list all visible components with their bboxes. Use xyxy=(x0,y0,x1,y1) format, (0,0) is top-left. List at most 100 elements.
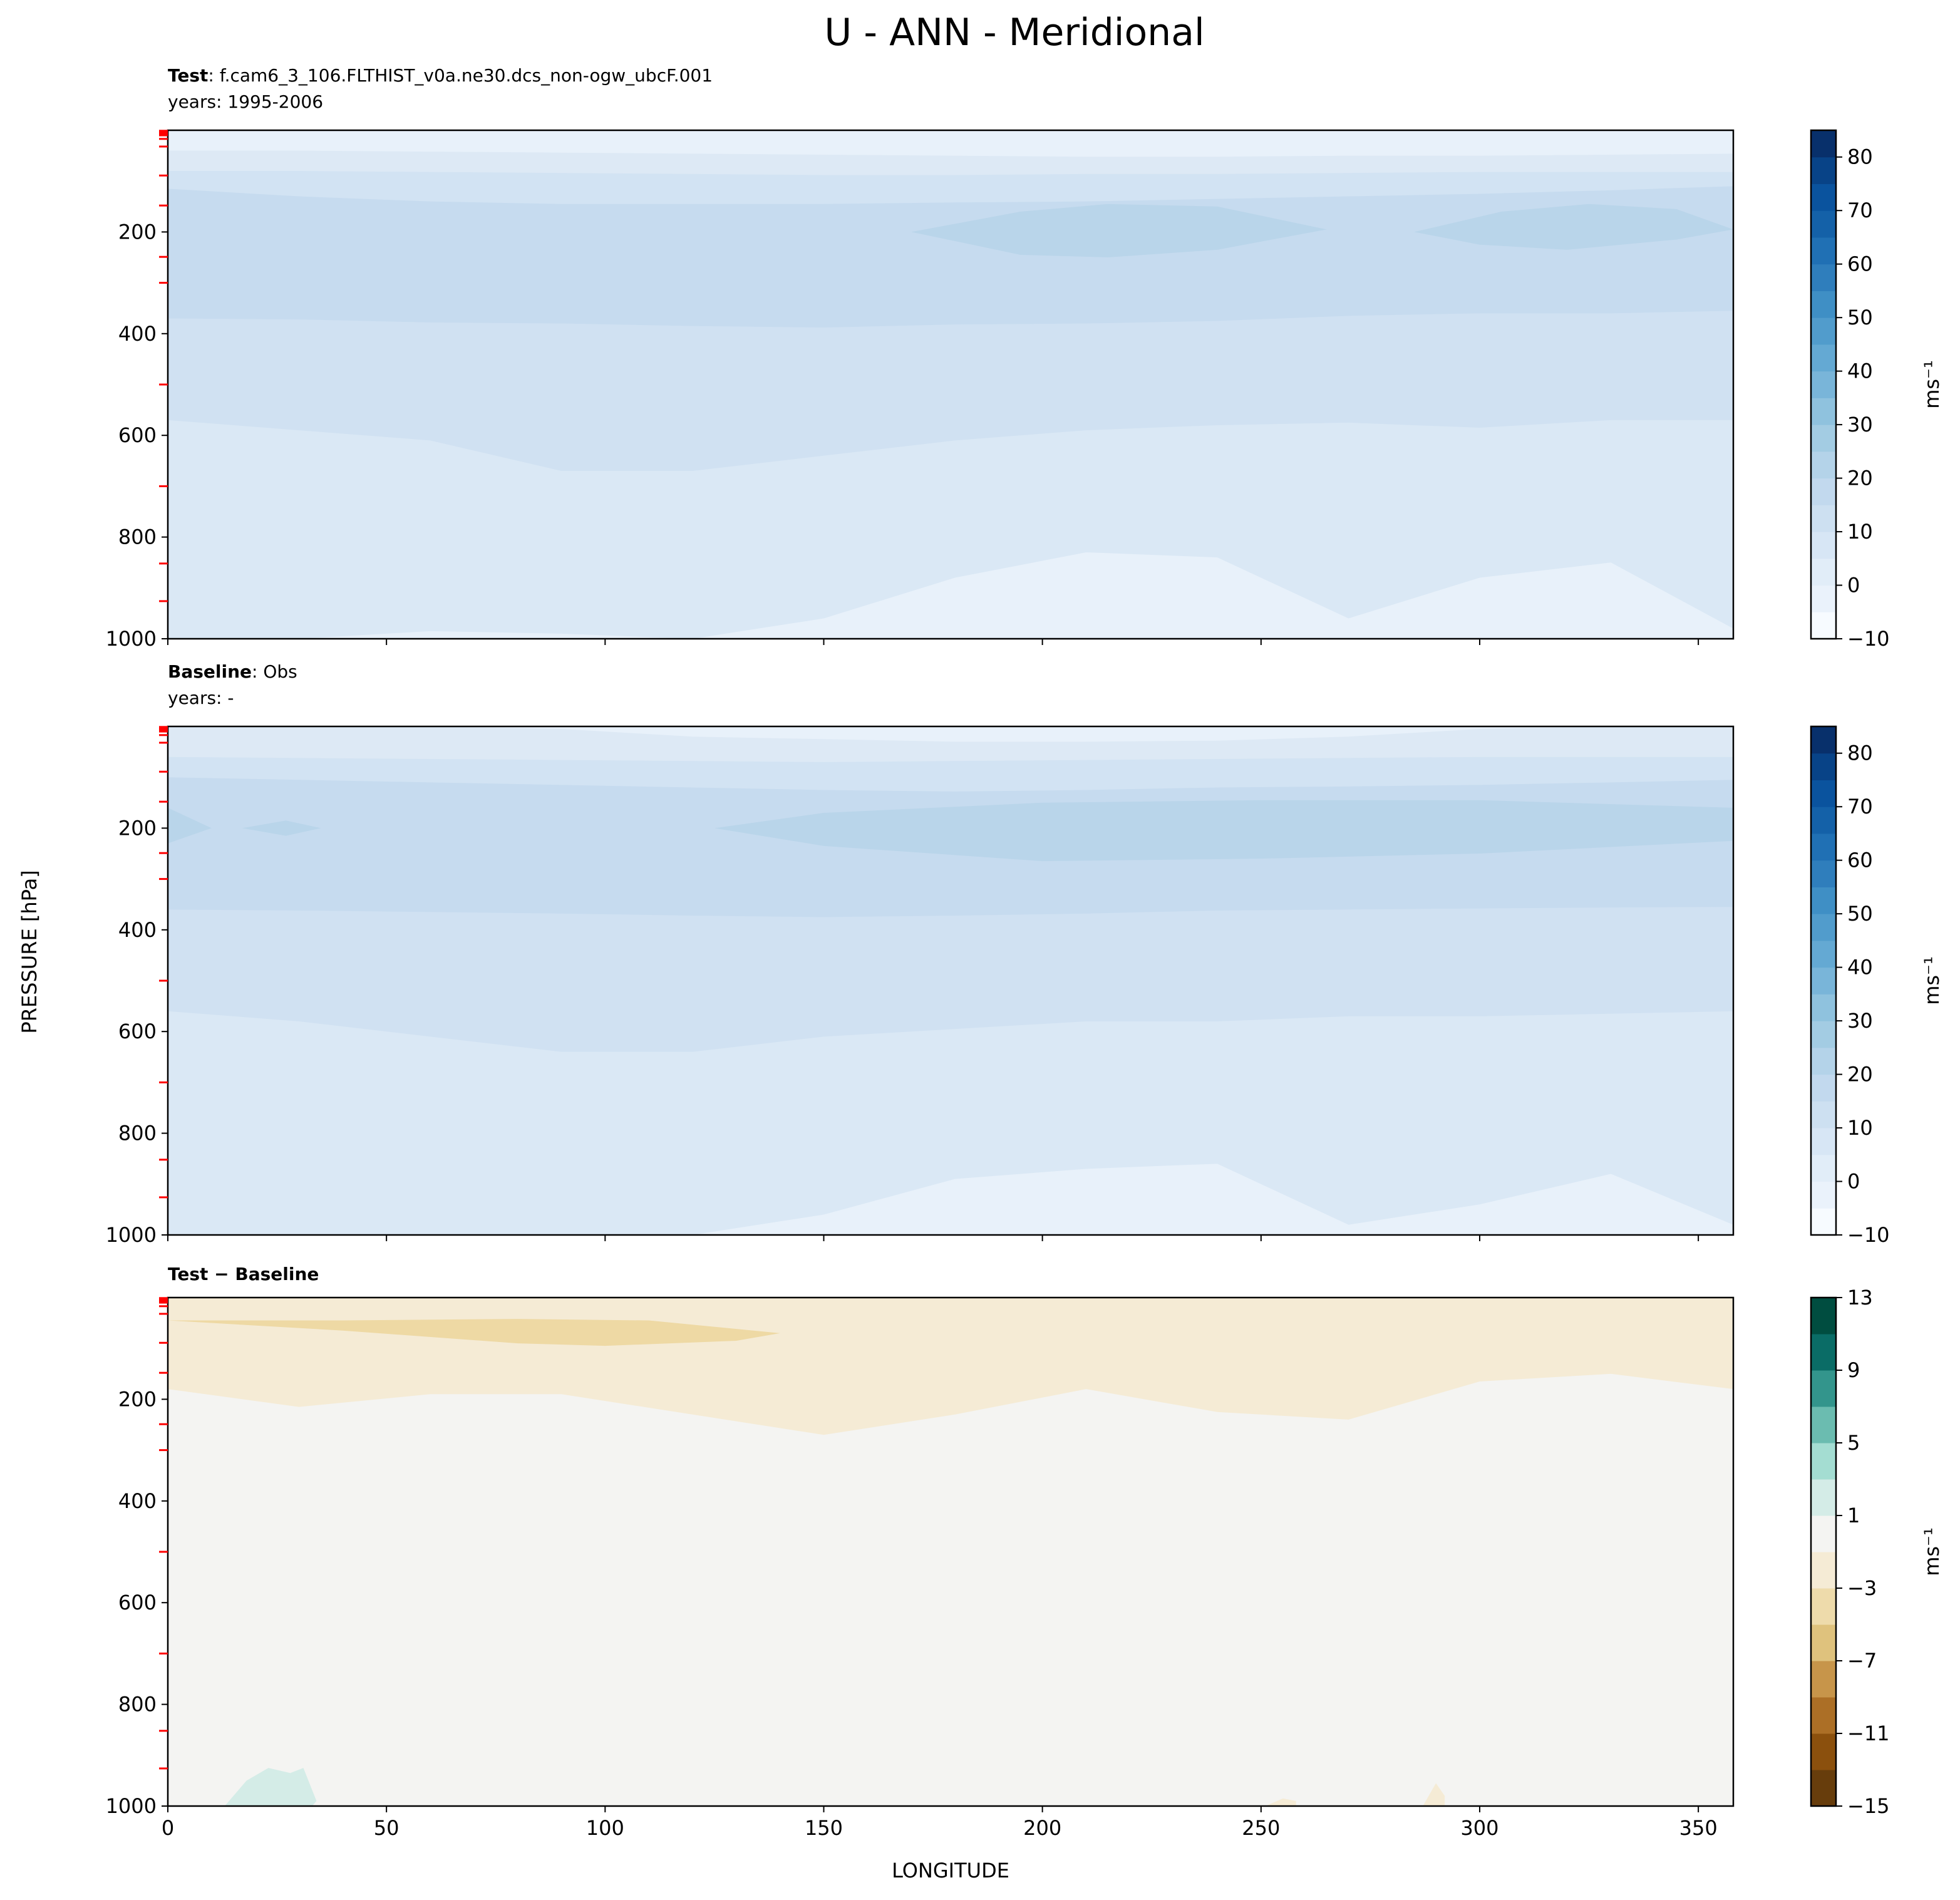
contour-region xyxy=(1418,1783,1445,1806)
panel-years: years: - xyxy=(168,688,234,708)
colorbar-swatch xyxy=(1811,398,1836,425)
colorbar-tick-label: −15 xyxy=(1847,1794,1890,1818)
contour-region xyxy=(168,1319,780,1346)
colorbar-frame xyxy=(1810,129,1837,640)
x-tick-label: 100 xyxy=(586,1816,624,1840)
x-tick-label: 300 xyxy=(1460,1816,1498,1840)
colorbar-swatch xyxy=(1811,1334,1836,1371)
contour-region xyxy=(911,204,1327,257)
panel-label-bold: Test − Baseline xyxy=(168,1264,319,1284)
colorbar-frame xyxy=(1810,725,1837,1236)
colorbar-swatch xyxy=(1811,1661,1836,1698)
y-tick-label: 800 xyxy=(118,1693,157,1717)
y-tick-label: 600 xyxy=(118,1020,157,1043)
colorbar-swatch xyxy=(1811,726,1836,754)
colorbar: −10 0 10 20 30 40 50 60 70 80 ms⁻¹ xyxy=(1810,129,1944,651)
colorbar-tick-label: 0 xyxy=(1847,574,1860,597)
x-tick-label: 350 xyxy=(1679,1816,1718,1840)
contour-region xyxy=(714,800,1733,862)
colorbar-swatch xyxy=(1811,1021,1836,1048)
colorbar-tick-label: 60 xyxy=(1847,849,1873,872)
colorbar-swatch xyxy=(1811,1770,1836,1807)
contour-area xyxy=(168,726,1733,1235)
colorbar-tick-label: 60 xyxy=(1847,252,1873,276)
figure-title: U - ANN - Meridional xyxy=(824,11,1204,54)
colorbar-swatch xyxy=(1811,833,1836,861)
contour-area xyxy=(168,1298,1733,1806)
colorbar-tick-label: 80 xyxy=(1847,145,1873,169)
colorbar-swatch xyxy=(1811,451,1836,479)
y-tick-label: 400 xyxy=(118,322,157,346)
y-tick-label: 400 xyxy=(118,918,157,942)
colorbar-tick-label: 30 xyxy=(1847,1009,1873,1033)
colorbar-swatch xyxy=(1811,237,1836,265)
contour-region xyxy=(242,820,321,836)
y-tick-label: 1000 xyxy=(106,627,157,651)
colorbar-swatch xyxy=(1811,1181,1836,1209)
panel-label: Baseline: Obs xyxy=(168,661,297,682)
y-axis-label: PRESSURE [hPa] xyxy=(18,870,41,1033)
colorbar-swatch xyxy=(1811,264,1836,291)
colorbar-unit: ms⁻¹ xyxy=(1920,956,1944,1005)
y-tick-label: 200 xyxy=(118,1387,157,1411)
y-tick-label: 1000 xyxy=(106,1794,157,1818)
colorbar-swatch xyxy=(1811,1479,1836,1516)
x-tick-label: 150 xyxy=(805,1816,843,1840)
colorbar-swatch xyxy=(1811,860,1836,887)
colorbar-swatch xyxy=(1811,1407,1836,1443)
colorbar-tick-label: 5 xyxy=(1847,1431,1860,1455)
y-tick-label: 1000 xyxy=(106,1223,157,1247)
panel-label-text: : Obs xyxy=(252,661,297,682)
colorbar-swatch xyxy=(1811,940,1836,968)
colorbar-tick-label: −10 xyxy=(1847,1223,1890,1247)
contour-band xyxy=(168,420,1733,639)
colorbar-tick-label: 40 xyxy=(1847,956,1873,979)
colorbar-swatch xyxy=(1811,1154,1836,1182)
y-tick-label: 200 xyxy=(118,220,157,244)
colorbar-swatch xyxy=(1811,967,1836,994)
contour-region xyxy=(168,807,212,844)
colorbar-swatch xyxy=(1811,753,1836,780)
colorbar-swatch xyxy=(1811,1047,1836,1075)
colorbar-swatch xyxy=(1811,585,1836,612)
colorbar-tick-label: 20 xyxy=(1847,1063,1873,1087)
colorbar-swatch xyxy=(1811,1588,1836,1625)
contour-band xyxy=(168,1373,1733,1806)
x-tick-label: 200 xyxy=(1023,1816,1061,1840)
colorbar-swatch xyxy=(1811,1101,1836,1128)
colorbar-swatch xyxy=(1811,1443,1836,1480)
colorbar-swatch xyxy=(1811,1128,1836,1155)
panel-label: Test: f.cam6_3_106.FLTHIST_v0a.ne30.dcs_… xyxy=(168,65,713,86)
colorbar-swatch xyxy=(1811,1074,1836,1102)
colorbar-tick-label: 70 xyxy=(1847,199,1873,222)
colorbar-tick-label: −7 xyxy=(1847,1649,1877,1673)
colorbar-swatch xyxy=(1811,157,1836,184)
colorbar-tick-label: 30 xyxy=(1847,413,1873,436)
colorbar-swatch xyxy=(1811,887,1836,914)
panel-label-bold: Test xyxy=(168,65,208,86)
colorbar-tick-label: 0 xyxy=(1847,1170,1860,1194)
contour-region xyxy=(224,1768,317,1806)
colorbar-swatch xyxy=(1811,505,1836,532)
colorbar-tick-label: 80 xyxy=(1847,741,1873,765)
colorbar: −10 0 10 20 30 40 50 60 70 80 ms⁻¹ xyxy=(1810,725,1944,1247)
colorbar: −15 −11 −7 −3 1 5 9 13 ms⁻¹ xyxy=(1810,1286,1944,1818)
y-tick-label: 800 xyxy=(118,525,157,549)
colorbar-tick-label: 13 xyxy=(1847,1286,1873,1309)
colorbar-swatch xyxy=(1811,612,1836,639)
colorbar-swatch xyxy=(1811,1624,1836,1661)
x-tick-label: 250 xyxy=(1242,1816,1280,1840)
x-axis-label: LONGITUDE xyxy=(892,1859,1009,1882)
colorbar-swatch xyxy=(1811,1370,1836,1407)
contour-region xyxy=(168,1298,1733,1302)
y-tick-label: 600 xyxy=(118,423,157,447)
colorbar-swatch xyxy=(1811,344,1836,372)
colorbar-swatch xyxy=(1811,914,1836,941)
colorbar-tick-label: −11 xyxy=(1847,1722,1890,1745)
contour-band xyxy=(168,1164,1733,1235)
colorbar-swatch xyxy=(1811,558,1836,586)
colorbar-tick-label: 10 xyxy=(1847,520,1873,544)
